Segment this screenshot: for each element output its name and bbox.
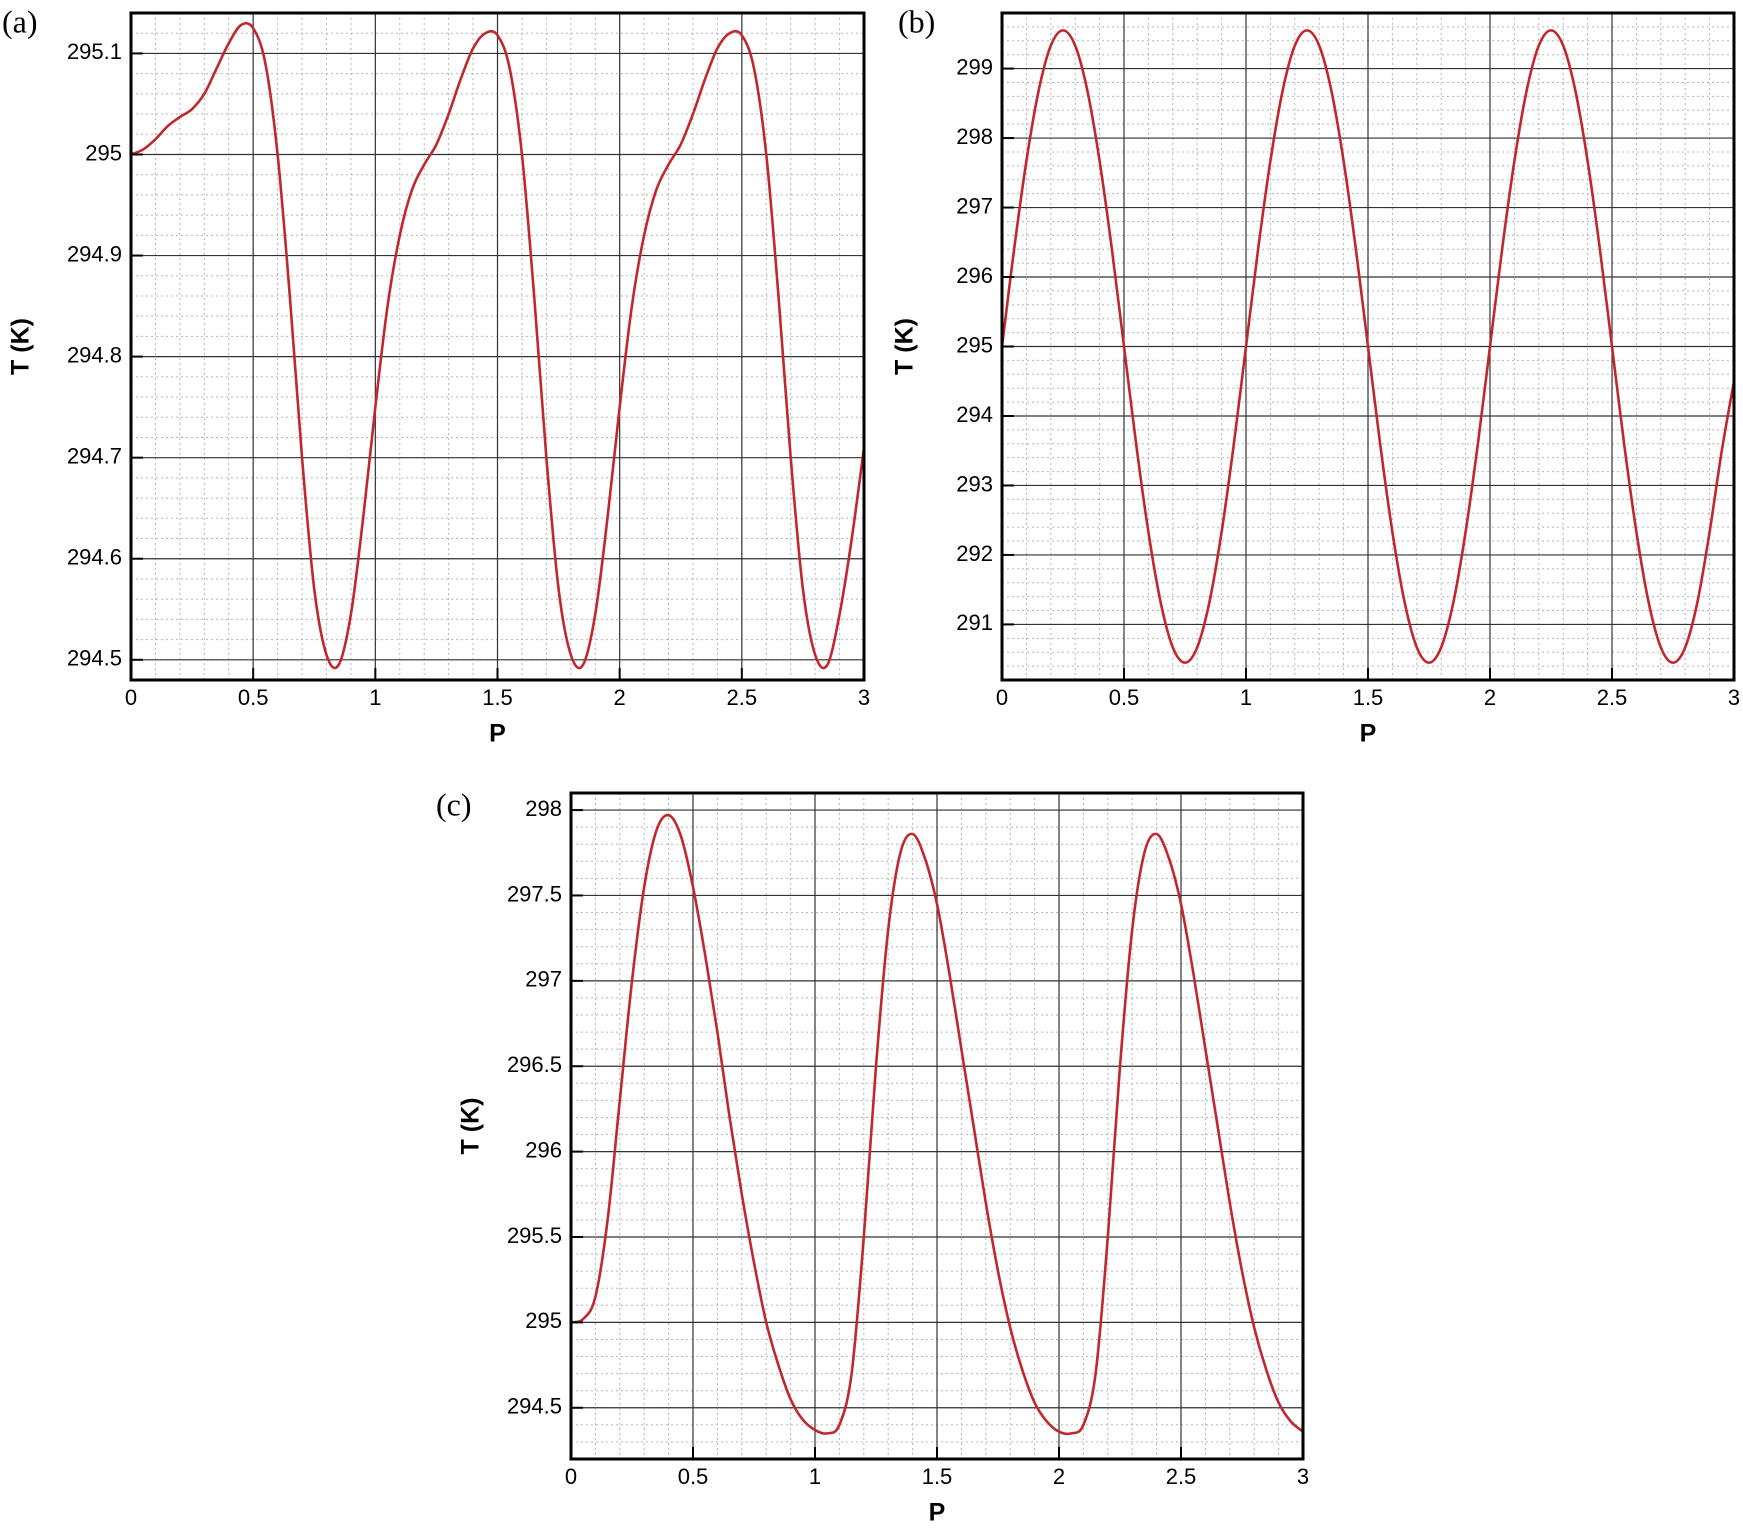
y-tick-label: 298 <box>956 124 993 149</box>
x-tick-label: 3 <box>1297 1464 1309 1489</box>
y-axis-title: T (K) <box>7 318 35 375</box>
panel-label: (c) <box>436 786 472 822</box>
y-tick-label: 294.7 <box>67 443 122 468</box>
x-tick-label: 0 <box>565 1464 577 1489</box>
x-tick-label: 0 <box>125 685 137 710</box>
x-axis-title: P <box>929 1499 946 1527</box>
x-tick-label: 1.5 <box>482 685 513 710</box>
data-line <box>1000 29 1736 664</box>
x-tick-label: 1 <box>369 685 381 710</box>
x-tick-label: 0 <box>996 685 1008 710</box>
x-axis-title: P <box>1360 720 1377 748</box>
x-tick-label: 3 <box>858 685 870 710</box>
y-tick-label: 295 <box>956 332 993 357</box>
x-tick-label: 2.5 <box>1597 685 1628 710</box>
y-tick-label: 297.5 <box>507 881 562 906</box>
y-tick-label: 295 <box>525 1308 562 1333</box>
y-tick-label: 294 <box>956 402 993 427</box>
y-tick-label: 295 <box>85 140 122 165</box>
y-tick-label: 294.5 <box>67 646 122 671</box>
y-tick-label: 291 <box>956 610 993 635</box>
y-tick-label: 294.6 <box>67 545 122 570</box>
x-tick-label: 1.5 <box>1353 685 1384 710</box>
y-tick-label: 295.5 <box>507 1223 562 1248</box>
data-line <box>570 813 1304 1436</box>
x-tick-label: 2 <box>1484 685 1496 710</box>
panel-label: (a) <box>2 3 38 39</box>
y-tick-label: 296 <box>525 1137 562 1162</box>
y-tick-label: 297 <box>956 193 993 218</box>
y-tick-label: 292 <box>956 541 993 566</box>
x-tick-label: 2.5 <box>1166 1464 1197 1489</box>
x-tick-label: 0.5 <box>678 1464 709 1489</box>
x-tick-label: 3 <box>1728 685 1740 710</box>
y-tick-label: 294.8 <box>67 342 122 367</box>
y-tick-label: 296.5 <box>507 1052 562 1077</box>
y-tick-label: 296 <box>956 263 993 288</box>
x-axis-title: P <box>489 720 506 748</box>
y-tick-label: 298 <box>525 796 562 821</box>
x-tick-label: 2.5 <box>727 685 758 710</box>
y-tick-label: 294.5 <box>507 1394 562 1419</box>
x-tick-label: 0.5 <box>1109 685 1140 710</box>
x-tick-label: 0.5 <box>238 685 269 710</box>
data-line <box>130 21 866 670</box>
y-tick-label: 297 <box>525 967 562 992</box>
y-tick-label: 295.1 <box>67 39 122 64</box>
y-axis-title: T (K) <box>891 318 919 375</box>
x-tick-label: 1 <box>1240 685 1252 710</box>
y-tick-label: 299 <box>956 54 993 79</box>
x-tick-label: 2 <box>1053 1464 1065 1489</box>
x-tick-label: 2 <box>614 685 626 710</box>
panel-label: (b) <box>898 3 935 39</box>
x-tick-label: 1.5 <box>922 1464 953 1489</box>
y-tick-label: 294.9 <box>67 241 122 266</box>
x-tick-label: 1 <box>809 1464 821 1489</box>
y-tick-label: 293 <box>956 471 993 496</box>
y-axis-title: T (K) <box>457 1098 485 1155</box>
